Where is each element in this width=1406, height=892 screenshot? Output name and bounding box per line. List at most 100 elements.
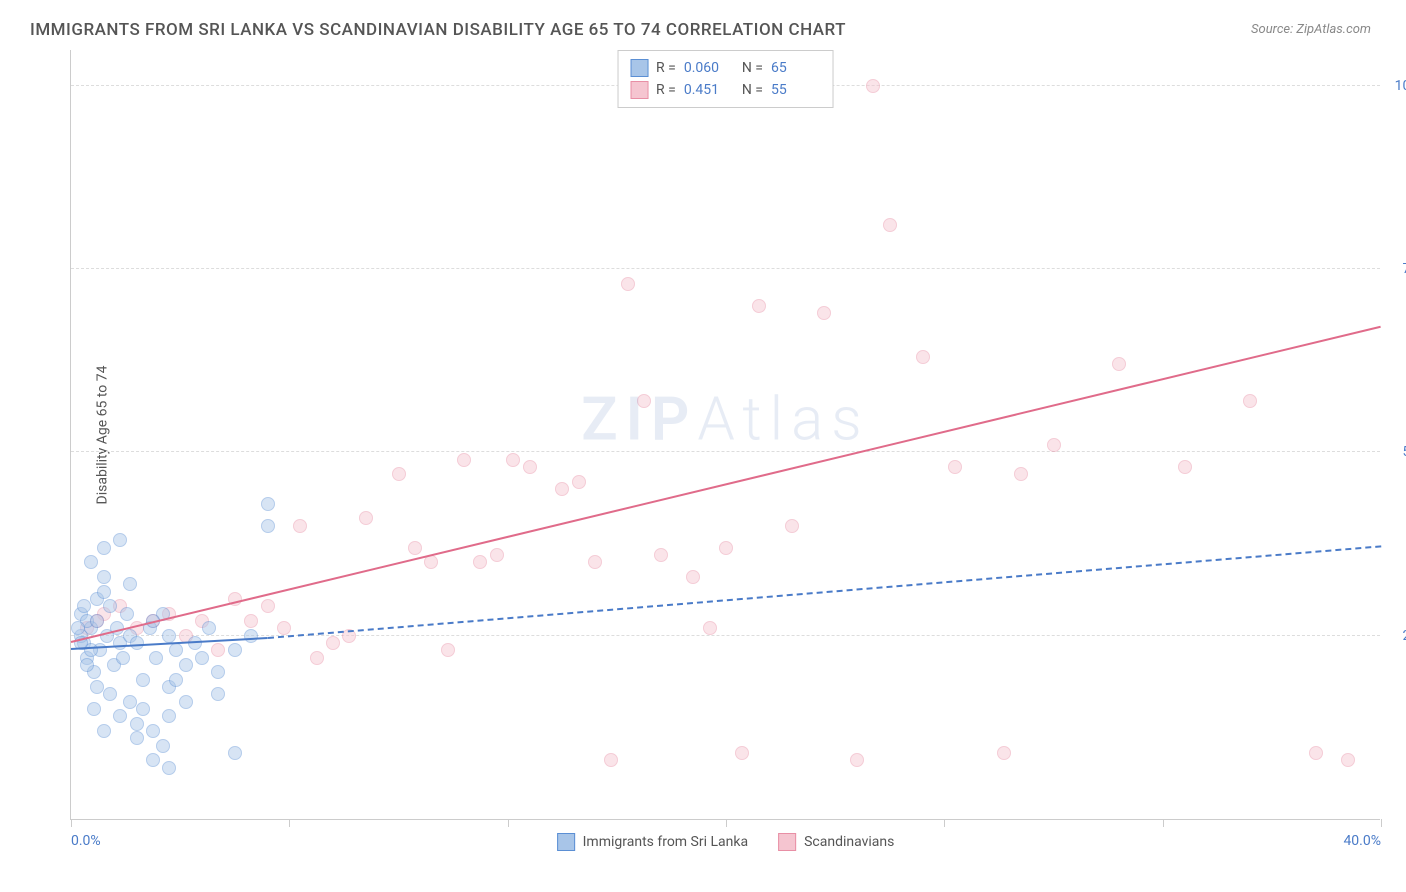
scatter-point xyxy=(948,460,962,474)
legend-series-label: Scandinavians xyxy=(804,834,894,850)
scatter-point xyxy=(997,746,1011,760)
scatter-point xyxy=(392,467,406,481)
scatter-point xyxy=(149,651,163,665)
scatter-point xyxy=(506,453,520,467)
scatter-point xyxy=(244,629,258,643)
gridline-horizontal xyxy=(71,635,1380,636)
scatter-point xyxy=(116,651,130,665)
scatter-point xyxy=(202,621,216,635)
scatter-point xyxy=(1341,753,1355,767)
n-label: N = xyxy=(742,60,763,76)
scatter-point xyxy=(244,614,258,628)
legend-swatch xyxy=(778,833,796,851)
scatter-point xyxy=(179,695,193,709)
scatter-point xyxy=(473,555,487,569)
scatter-point xyxy=(90,680,104,694)
scatter-point xyxy=(1309,746,1323,760)
scatter-point xyxy=(136,673,150,687)
scatter-point xyxy=(261,519,275,533)
scatter-point xyxy=(211,687,225,701)
scatter-point xyxy=(441,643,455,657)
scatter-point xyxy=(123,577,137,591)
scatter-point xyxy=(1243,394,1257,408)
scatter-point xyxy=(87,702,101,716)
gridline-horizontal xyxy=(71,268,1380,269)
scatter-point xyxy=(80,658,94,672)
r-label: R = xyxy=(656,82,676,98)
legend-stat-row: R = 0.451 N = 55 xyxy=(630,79,821,101)
y-tick-label: 100.0% xyxy=(1395,78,1406,94)
scatter-point xyxy=(77,599,91,613)
legend-swatch xyxy=(630,59,648,77)
scatter-point xyxy=(179,658,193,672)
x-tick xyxy=(508,819,509,827)
scatter-point xyxy=(162,629,176,643)
scatter-point xyxy=(146,753,160,767)
scatter-point xyxy=(71,621,85,635)
legend-series-item: Scandinavians xyxy=(778,833,894,851)
scatter-point xyxy=(457,453,471,467)
n-value: 55 xyxy=(771,82,821,98)
x-tick xyxy=(1381,819,1382,827)
scatter-point xyxy=(359,511,373,525)
scatter-point xyxy=(130,636,144,650)
x-tick xyxy=(726,819,727,827)
scatter-point xyxy=(719,541,733,555)
scatter-point xyxy=(169,643,183,657)
scatter-point xyxy=(408,541,422,555)
x-tick-label: 40.0% xyxy=(1343,833,1381,849)
x-tick xyxy=(1163,819,1164,827)
scatter-point xyxy=(523,460,537,474)
x-tick xyxy=(944,819,945,827)
scatter-point xyxy=(261,497,275,511)
scatter-point xyxy=(654,548,668,562)
correlation-legend: R =0.060N =65R =0.451N =55 xyxy=(617,50,834,108)
scatter-point xyxy=(97,724,111,738)
scatter-point xyxy=(326,636,340,650)
scatter-point xyxy=(686,570,700,584)
scatter-point xyxy=(261,599,275,613)
scatter-point xyxy=(113,533,127,547)
scatter-point xyxy=(277,621,291,635)
scatter-point xyxy=(195,651,209,665)
n-label: N = xyxy=(742,82,763,98)
scatter-point xyxy=(136,702,150,716)
scatter-point xyxy=(146,724,160,738)
scatter-point xyxy=(310,651,324,665)
scatter-point xyxy=(156,739,170,753)
scatter-point xyxy=(735,746,749,760)
legend-stat-row: R =0.060N =65 xyxy=(630,57,821,79)
x-tick xyxy=(289,819,290,827)
scatter-point xyxy=(228,643,242,657)
source-attribution: Source: ZipAtlas.com xyxy=(1251,22,1371,37)
scatter-point xyxy=(97,585,111,599)
scatter-point xyxy=(785,519,799,533)
trendline xyxy=(71,326,1381,643)
scatter-point xyxy=(916,350,930,364)
x-tick-label: 0.0% xyxy=(71,833,101,849)
scatter-point xyxy=(103,599,117,613)
scatter-point xyxy=(103,687,117,701)
scatter-point xyxy=(572,475,586,489)
n-value: 65 xyxy=(771,60,821,76)
watermark: ZIPAtlas xyxy=(581,384,869,455)
y-axis-label: Disability Age 65 to 74 xyxy=(94,365,110,504)
scatter-point xyxy=(866,79,880,93)
scatter-point xyxy=(1178,460,1192,474)
scatter-point xyxy=(130,717,144,731)
scatter-point xyxy=(1112,357,1126,371)
legend-swatch xyxy=(557,833,575,851)
scatter-point xyxy=(490,548,504,562)
chart-plot-area: Disability Age 65 to 74 ZIPAtlas R =0.06… xyxy=(70,50,1380,820)
r-value: 0.451 xyxy=(684,82,734,98)
scatter-point xyxy=(97,541,111,555)
scatter-point xyxy=(1014,467,1028,481)
chart-title: IMMIGRANTS FROM SRI LANKA VS SCANDINAVIA… xyxy=(30,20,1376,40)
scatter-point xyxy=(588,555,602,569)
scatter-point xyxy=(211,665,225,679)
scatter-point xyxy=(130,731,144,745)
scatter-point xyxy=(84,555,98,569)
scatter-point xyxy=(817,306,831,320)
x-tick xyxy=(71,819,72,827)
scatter-point xyxy=(293,519,307,533)
